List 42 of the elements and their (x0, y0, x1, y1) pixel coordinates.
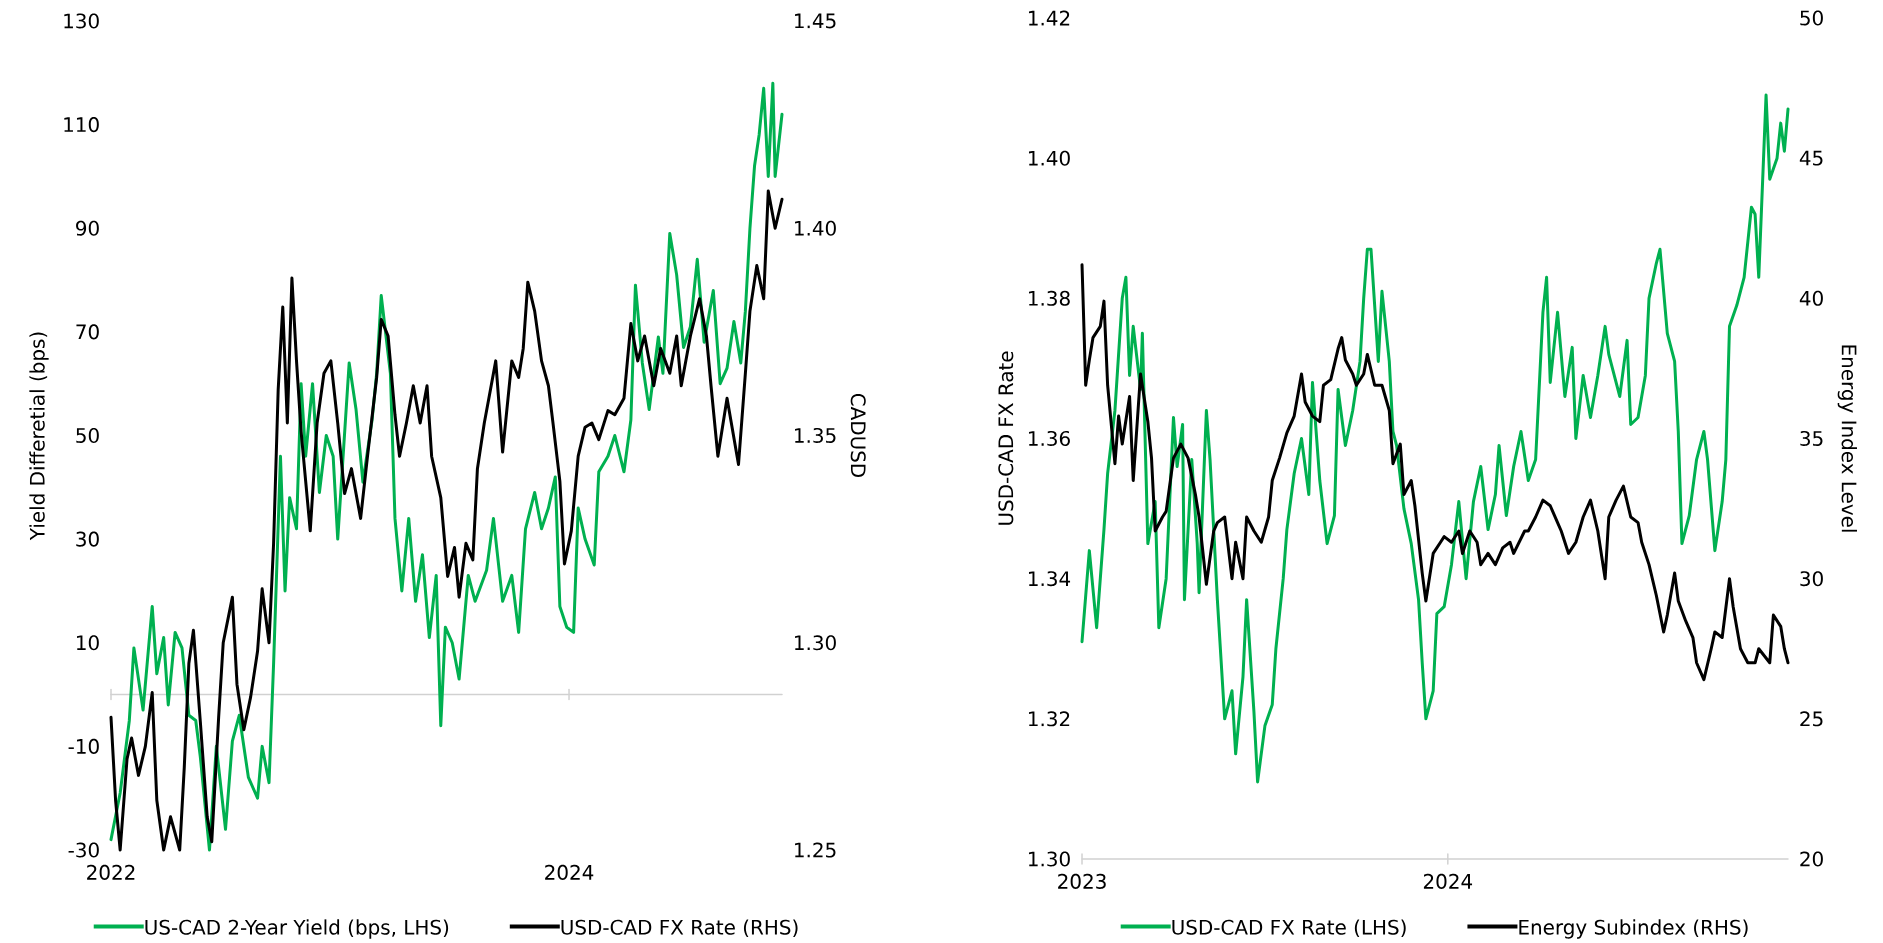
line-series (1080, 93, 1790, 784)
y-tick-label: 70 (76, 324, 99, 340)
y-tick-label: 1.38 (1028, 290, 1070, 306)
y2-tick-label: 1.40 (795, 220, 836, 236)
y2-tick-label: 1.35 (795, 427, 836, 444)
y-tick-label: 90 (76, 220, 99, 236)
y2-tick-label: 30 (1800, 571, 1823, 587)
y2-tick-label: 35 (1800, 430, 1823, 447)
y2-tick-label: 1.45 (795, 13, 836, 29)
legend-label: USD-CAD FX Rate (LHS) (1172, 919, 1406, 938)
y-tick-label: 1.30 (1028, 851, 1070, 867)
y-tick-label: 110 (64, 117, 99, 133)
y-tick-label: 50 (76, 427, 99, 444)
y2-tick-label: 25 (1800, 711, 1823, 727)
line-series (1080, 263, 1790, 682)
y2-axis-title: CADUSD (850, 393, 866, 478)
y-axis-title: Yield Differetial (bps) (29, 332, 49, 541)
y2-tick-label: 50 (1800, 10, 1823, 26)
y-tick-label: -30 (68, 842, 99, 858)
legend-label: US-CAD 2-Year Yield (bps, LHS) (145, 919, 449, 939)
x-tick-label: 2024 (1423, 873, 1473, 889)
y-tick-label: 1.42 (1028, 10, 1070, 26)
legend-label: Energy Subindex (RHS) (1519, 919, 1748, 939)
y-tick-label: 30 (76, 531, 99, 547)
y-tick-label: 10 (76, 635, 99, 651)
y-tick-label: 1.32 (1028, 711, 1070, 727)
y-tick-label: -10 (68, 738, 99, 754)
legend-label: USD-CAD FX Rate (RHS) (561, 919, 798, 938)
x-tick-label: 2023 (1058, 873, 1106, 889)
y2-tick-label: 1.30 (795, 635, 836, 651)
x-tick-label: 2022 (87, 864, 135, 880)
y-tick-label: 130 (64, 13, 99, 29)
y-tick-label: 1.36 (1028, 430, 1070, 447)
y-axis-title: USD-CAD FX Rate (998, 351, 1014, 525)
y-tick-label: 1.34 (1028, 571, 1071, 587)
y2-tick-label: 1.25 (795, 842, 836, 858)
y2-axis-title: Energy Index Level (1837, 345, 1857, 532)
y2-tick-label: 45 (1799, 150, 1823, 166)
y-tick-label: 1.40 (1028, 150, 1070, 166)
x-tick-label: 2024 (545, 864, 594, 880)
y2-tick-label: 20 (1800, 851, 1823, 867)
y2-tick-label: 40 (1799, 290, 1823, 306)
